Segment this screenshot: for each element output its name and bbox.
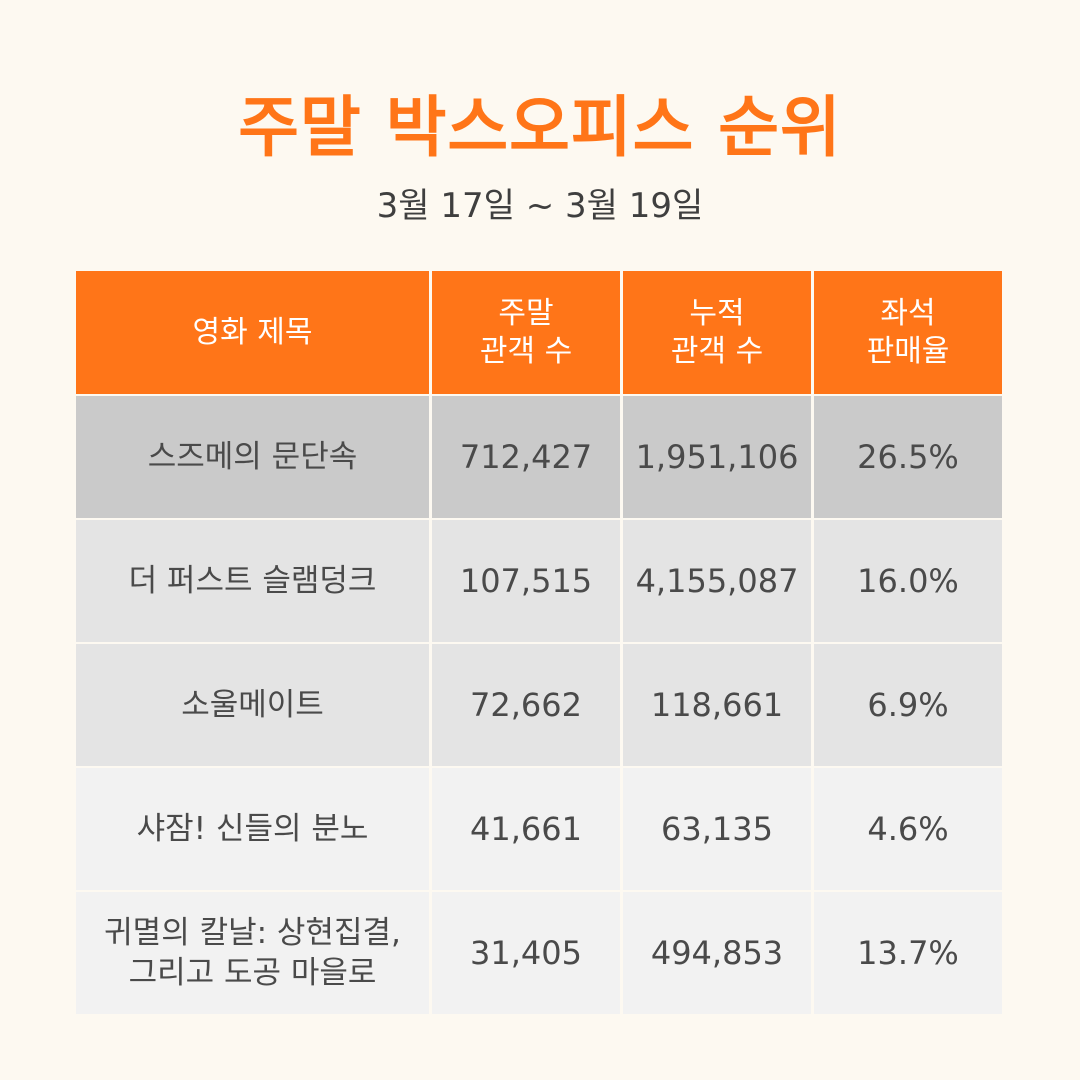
weekend-audience-cell: 712,427 bbox=[432, 396, 620, 518]
date-range: 3월 17일 ~ 3월 19일 bbox=[376, 186, 704, 226]
movie-title-cell: 더 퍼스트 슬램덩크 bbox=[76, 520, 429, 642]
seat-sales-rate-cell: 6.9% bbox=[814, 644, 1002, 766]
weekend-audience-cell: 41,661 bbox=[432, 768, 620, 890]
movie-title-cell: 소울메이트 bbox=[76, 644, 429, 766]
weekend-audience-cell: 107,515 bbox=[432, 520, 620, 642]
seat-sales-rate-cell: 16.0% bbox=[814, 520, 1002, 642]
page-title: 주말 박스오피스 순위 bbox=[238, 89, 842, 166]
seat-sales-rate-cell: 26.5% bbox=[814, 396, 1002, 518]
total-audience-cell: 494,853 bbox=[623, 892, 811, 1014]
movie-title-cell: 샤잠! 신들의 분노 bbox=[76, 768, 429, 890]
header-seat-sales-rate: 좌석 판매율 bbox=[814, 271, 1002, 394]
header-movie-title: 영화 제목 bbox=[76, 271, 429, 394]
header-total-audience: 누적 관객 수 bbox=[623, 271, 811, 394]
total-audience-cell: 118,661 bbox=[623, 644, 811, 766]
weekend-audience-cell: 72,662 bbox=[432, 644, 620, 766]
total-audience-cell: 1,951,106 bbox=[623, 396, 811, 518]
movie-title-cell: 스즈메의 문단속 bbox=[76, 396, 429, 518]
seat-sales-rate-cell: 13.7% bbox=[814, 892, 1002, 1014]
seat-sales-rate-cell: 4.6% bbox=[814, 768, 1002, 890]
total-audience-cell: 63,135 bbox=[623, 768, 811, 890]
weekend-audience-cell: 31,405 bbox=[432, 892, 620, 1014]
box-office-table: 영화 제목 주말 관객 수 누적 관객 수 좌석 판매율 스즈메의 문단속 71… bbox=[76, 271, 1002, 1014]
header-weekend-audience: 주말 관객 수 bbox=[432, 271, 620, 394]
total-audience-cell: 4,155,087 bbox=[623, 520, 811, 642]
movie-title-cell: 귀멸의 칼날: 상현집결, 그리고 도공 마을로 bbox=[76, 892, 429, 1014]
